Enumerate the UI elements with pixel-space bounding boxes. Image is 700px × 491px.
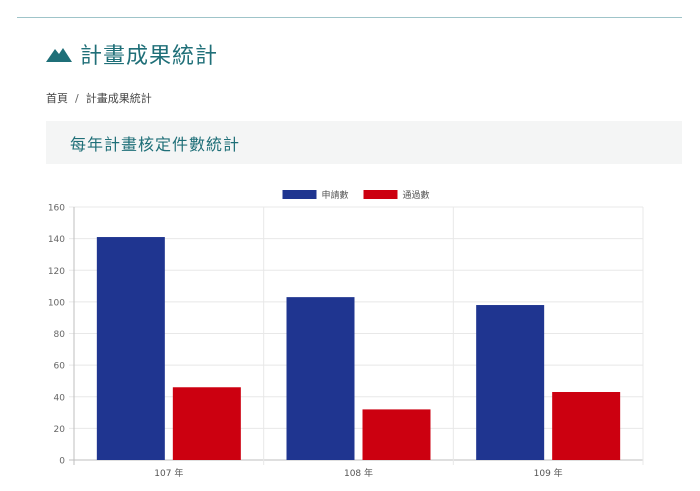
y-tick-label: 100 (48, 298, 65, 308)
y-tick-label: 40 (54, 393, 66, 403)
y-tick-label: 140 (48, 235, 65, 245)
y-tick-label: 20 (54, 425, 66, 435)
bar (172, 387, 241, 460)
y-tick-label: 60 (54, 362, 66, 372)
section-header: 每年計畫核定件數統計 (46, 121, 682, 164)
x-tick-label: 108 年 (344, 467, 373, 479)
bar (476, 305, 545, 460)
y-tick-label: 80 (54, 330, 66, 340)
legend-swatch (363, 190, 398, 199)
bar (286, 297, 355, 460)
legend-label: 通過數 (403, 189, 430, 201)
x-tick-label: 109 年 (534, 467, 563, 479)
mountain-icon (46, 48, 72, 62)
x-tick-label: 107 年 (154, 467, 183, 479)
breadcrumb-home-link[interactable]: 首頁 (46, 92, 68, 105)
legend-label: 申請數 (322, 189, 349, 201)
y-tick-label: 120 (48, 267, 65, 277)
bar (96, 237, 165, 460)
breadcrumb-separator: / (75, 91, 79, 105)
bar (552, 392, 621, 460)
y-tick-label: 160 (48, 204, 65, 214)
legend-swatch (282, 190, 317, 199)
y-tick-label: 0 (59, 457, 65, 467)
section-title: 每年計畫核定件數統計 (70, 134, 241, 154)
page-header: 計畫成果統計 (46, 38, 218, 70)
breadcrumb-current: 計畫成果統計 (85, 92, 152, 105)
breadcrumb: 首頁 / 計畫成果統計 (46, 90, 152, 106)
page-title: 計畫成果統計 (80, 44, 219, 69)
bar (362, 409, 431, 460)
top-divider (17, 17, 682, 18)
